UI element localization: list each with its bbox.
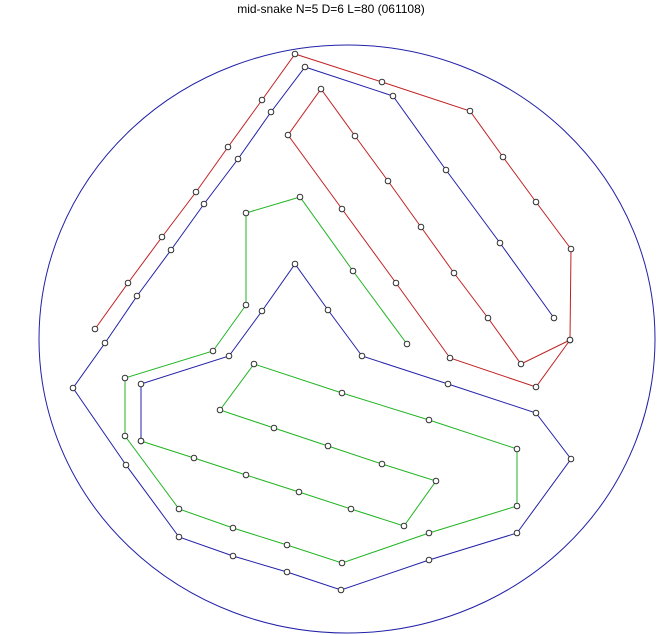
node-marker: [378, 78, 386, 86]
node-marker: [121, 432, 129, 440]
node-marker: [425, 529, 433, 537]
node-marker: [550, 314, 558, 322]
node-marker: [513, 502, 521, 510]
node-marker: [216, 406, 224, 414]
node-marker: [567, 455, 575, 463]
node-marker: [167, 246, 175, 254]
node-marker: [258, 96, 266, 104]
node-marker: [301, 63, 309, 71]
node-marker: [389, 92, 397, 100]
boundary-circle: [38, 44, 656, 634]
node-marker: [466, 107, 474, 115]
node-marker: [101, 339, 109, 347]
node-marker: [283, 568, 291, 576]
node-marker: [192, 188, 200, 196]
node-marker: [432, 477, 440, 485]
node-marker: [444, 380, 452, 388]
node-marker: [291, 260, 299, 268]
node-marker: [209, 347, 217, 355]
node-marker: [384, 177, 392, 185]
node-marker: [284, 131, 292, 139]
node-marker: [324, 306, 332, 314]
node-marker: [225, 352, 233, 360]
node-marker: [513, 445, 521, 453]
node-marker: [267, 108, 275, 116]
node-marker: [229, 524, 237, 532]
node-marker: [349, 267, 357, 275]
node-marker: [200, 200, 208, 208]
node-marker: [567, 245, 575, 253]
node-marker: [338, 389, 346, 397]
node-marker: [190, 454, 198, 462]
node-marker: [175, 505, 183, 513]
node-marker: [258, 307, 266, 315]
node-marker: [121, 374, 129, 382]
node-marker: [224, 143, 232, 151]
node-marker: [446, 354, 454, 362]
node-marker: [242, 209, 250, 217]
figure-title: mid-snake N=5 D=6 L=80 (061108): [237, 2, 425, 16]
node-marker: [347, 505, 355, 513]
node-marker: [532, 198, 540, 206]
node-marker: [484, 314, 492, 322]
node-marker: [291, 50, 299, 58]
node-marker: [450, 269, 458, 277]
node-marker: [124, 279, 132, 287]
node-marker: [270, 424, 278, 432]
blue-snake-path: [72, 66, 572, 591]
red-snake-path: [94, 53, 572, 388]
node-marker: [417, 223, 425, 231]
node-marker: [317, 85, 325, 93]
node-marker: [69, 384, 77, 392]
node-marker: [499, 153, 507, 161]
node-marker: [250, 360, 258, 368]
node-marker: [242, 301, 250, 309]
node-marker: [133, 292, 141, 300]
node-marker: [337, 586, 345, 594]
node-marker: [229, 552, 237, 560]
node-marker: [234, 155, 242, 163]
node-marker: [122, 461, 130, 469]
node-marker: [296, 193, 304, 201]
node-marker: [295, 488, 303, 496]
node-marker: [532, 409, 540, 417]
node-marker: [496, 239, 504, 247]
node-marker: [338, 205, 346, 213]
node-marker: [358, 352, 366, 360]
node-marker: [425, 416, 433, 424]
node-marker: [158, 233, 166, 241]
node-marker: [338, 559, 346, 567]
node-marker: [91, 325, 99, 333]
node-marker: [351, 132, 359, 140]
node-marker: [137, 380, 145, 388]
node-marker: [425, 556, 433, 564]
node-marker: [324, 442, 332, 450]
node-marker: [517, 360, 525, 368]
node-marker: [513, 529, 521, 537]
node-marker: [403, 340, 411, 348]
node-marker: [532, 383, 540, 391]
node-marker: [392, 279, 400, 287]
node-marker: [283, 541, 291, 549]
node-marker: [400, 522, 408, 530]
node-marker: [566, 336, 574, 344]
node-marker: [242, 471, 250, 479]
node-marker: [137, 437, 145, 445]
green-snake-path: [124, 196, 518, 564]
node-marker: [442, 166, 450, 174]
node-marker: [175, 533, 183, 541]
node-marker: [378, 460, 386, 468]
